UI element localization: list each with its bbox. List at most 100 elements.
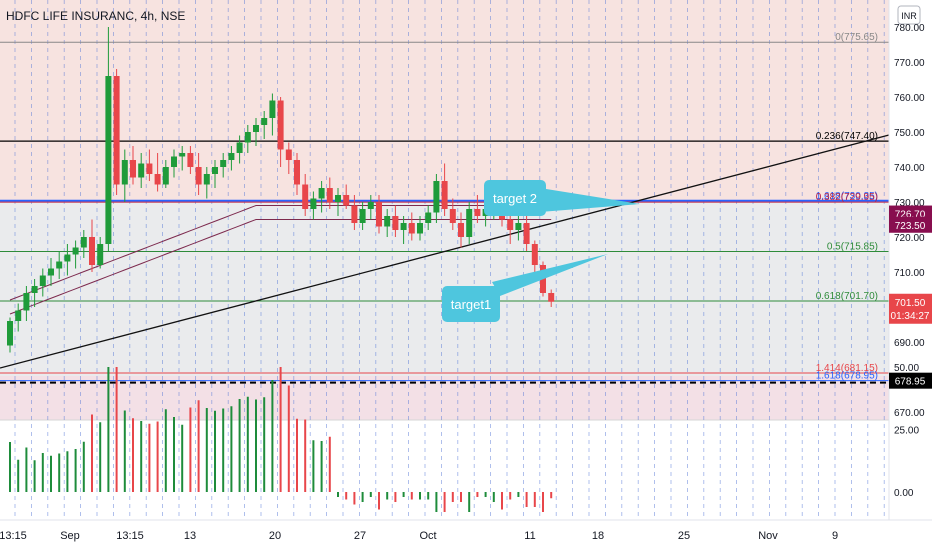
session-grid [14, 0, 885, 520]
price-label-box [889, 216, 932, 233]
countdown-label: 01:34:27 [891, 311, 930, 322]
annotation-target2-box [484, 180, 546, 216]
candle-body [392, 216, 399, 230]
candle-body [425, 212, 432, 223]
candle-body [228, 153, 235, 160]
time-label: 13 [184, 530, 196, 542]
time-label: 9 [832, 530, 838, 542]
candle-body [261, 118, 268, 125]
time-label: 25 [678, 530, 690, 542]
fib-label: 0.5(715.85) [827, 242, 878, 253]
time-labels: 13:15 Sep 13:15 13 20 27 Oct 11 18 25 Nov 9 [0, 530, 838, 542]
time-label: 13:15 [116, 530, 144, 542]
candle-body [15, 310, 22, 321]
price-tick: 730.00 [894, 198, 925, 209]
annotation-target2[interactable]: target 2 [484, 180, 640, 216]
fib-label: 0(775.65) [835, 32, 878, 43]
candle-body [400, 223, 407, 230]
currency-button[interactable]: INR [897, 5, 921, 25]
candle-body [343, 195, 350, 206]
candle-body [449, 209, 456, 223]
price-tick: 710.00 [894, 268, 925, 279]
fib-label: 0.382(729.95) [816, 192, 878, 203]
candle-body [302, 184, 309, 209]
candle-body [187, 153, 194, 167]
candle-body [367, 202, 374, 209]
annotation-target1[interactable]: target1 [442, 254, 608, 322]
candle-body [285, 149, 292, 160]
time-label: 11 [524, 530, 535, 542]
time-label: 20 [269, 530, 281, 542]
currency-button-label: INR [901, 11, 917, 21]
candle-body [113, 76, 120, 185]
fib-label: 1.618(730.35) [816, 191, 878, 202]
fib-label: 1.618(678.95) [816, 371, 878, 382]
price-tick: 690.00 [894, 338, 925, 349]
candle-body [548, 293, 555, 302]
candle-body [384, 216, 391, 227]
fib-label: 0.618(701.70) [816, 291, 878, 302]
price-tick: 750.00 [894, 128, 925, 139]
candle-body [203, 174, 210, 185]
time-label: 27 [354, 530, 366, 542]
candle-body [310, 198, 317, 209]
candle-body [531, 244, 538, 265]
candle-body [236, 142, 243, 153]
candle-body [515, 223, 522, 230]
volume-tick: 0.00 [894, 488, 914, 499]
candle-body [56, 261, 63, 269]
candle-body [195, 167, 202, 185]
price-tick: 720.00 [894, 233, 925, 244]
candle-body [212, 167, 218, 174]
time-label: Oct [419, 530, 436, 542]
trendline[interactable] [0, 134, 890, 369]
volume-tick: 50.00 [894, 363, 919, 374]
price-axis [889, 0, 932, 550]
price-tick: 740.00 [894, 163, 925, 174]
candle-body [31, 286, 38, 293]
candle-body [359, 209, 366, 223]
time-label: 13:15 [0, 530, 27, 542]
candle-body [162, 167, 169, 185]
candle-body [458, 223, 464, 237]
annotation-target2-label: target 2 [493, 191, 537, 206]
candle-body [97, 244, 104, 265]
candle-body [130, 160, 136, 178]
candle-body [138, 163, 145, 178]
candle-body [7, 321, 13, 346]
candle-body [23, 293, 30, 311]
candle-body [351, 205, 358, 223]
annotation-target1-box [442, 286, 500, 322]
candle-body [433, 181, 440, 213]
candle-body [277, 100, 284, 150]
volume-bars [9, 367, 553, 512]
candle-body [523, 223, 530, 244]
price-tick: 780.00 [894, 23, 925, 34]
candles [7, 27, 555, 353]
price-label-box [889, 293, 932, 324]
candle-body [294, 160, 300, 185]
candle-body [507, 219, 514, 230]
candle-body [64, 254, 71, 262]
candle-body [220, 160, 227, 167]
candle-body [89, 237, 95, 265]
time-label: Nov [758, 530, 778, 542]
candle-body [72, 247, 79, 255]
candle-body [80, 237, 87, 248]
price-tick: 670.00 [894, 408, 925, 419]
candle-body [244, 132, 251, 143]
candle-body [474, 209, 481, 216]
time-label: 18 [592, 530, 604, 542]
candle-body [326, 188, 333, 202]
fib-label: 0.236(747.40) [816, 131, 878, 142]
chart-title: HDFC LIFE INSURANC, 4h, NSE [6, 9, 185, 23]
price-tick: 770.00 [894, 58, 925, 69]
time-label: Sep [60, 530, 80, 542]
candle-body [105, 76, 112, 244]
price-label-text: 701.50 [895, 298, 926, 309]
candle-body [146, 163, 153, 174]
candle-body [417, 223, 423, 234]
candle-body [269, 100, 276, 118]
